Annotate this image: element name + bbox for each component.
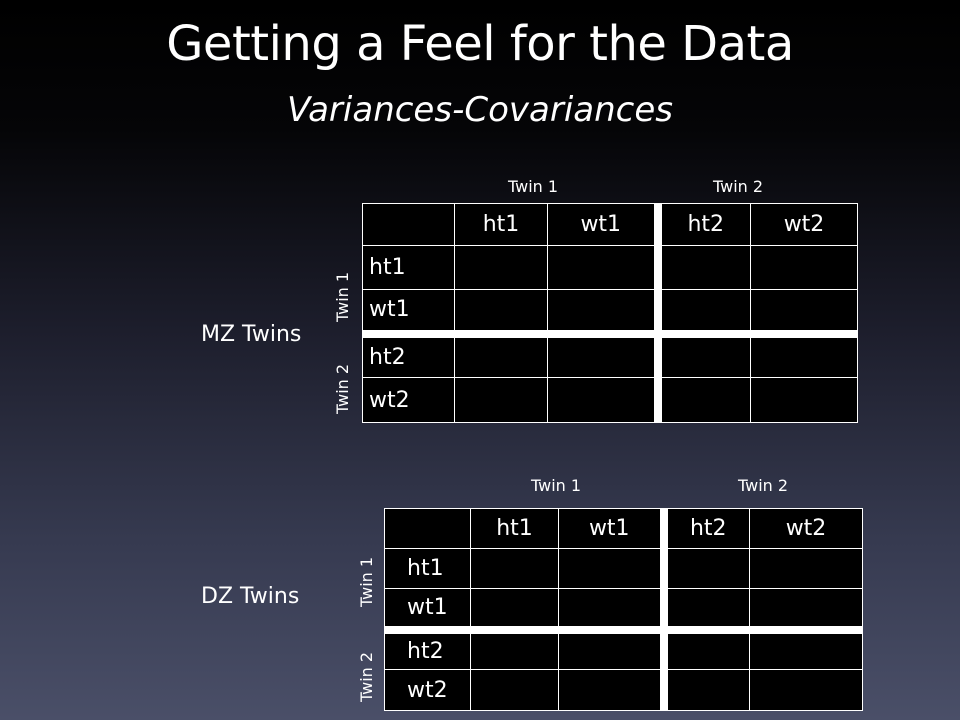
dz-col-group-twin1: Twin 1	[531, 476, 582, 495]
matrix-cell	[547, 333, 662, 378]
dz-twins-label: DZ Twins	[201, 584, 300, 609]
matrix-cell	[750, 377, 858, 423]
col-header-wt1: wt1	[558, 508, 668, 549]
matrix-cell	[547, 289, 662, 338]
col-header-ht2: ht2	[657, 203, 751, 246]
matrix-cell	[663, 629, 750, 670]
row-header-wt1: wt1	[362, 289, 455, 338]
matrix-cell	[663, 669, 750, 711]
matrix-cell	[558, 629, 668, 670]
matrix-cell	[663, 588, 750, 634]
matrix-cell	[663, 548, 750, 589]
matrix-cell	[657, 333, 751, 378]
row-header-wt2: wt2	[384, 669, 471, 711]
mz-twins-label: MZ Twins	[201, 322, 302, 347]
col-header-wt2: wt2	[750, 203, 858, 246]
matrix-cell	[749, 588, 863, 634]
corner-cell	[384, 508, 471, 549]
col-header-ht2: ht2	[663, 508, 750, 549]
col-header-wt1: wt1	[547, 203, 662, 246]
matrix-cell	[749, 629, 863, 670]
dz-covariance-matrix: ht1 wt1 ht2 wt2 ht1 wt1 ht2 wt2	[384, 508, 863, 711]
matrix-cell	[470, 629, 559, 670]
row-header-ht2: ht2	[384, 629, 471, 670]
matrix-cell	[470, 669, 559, 711]
matrix-cell	[454, 289, 548, 338]
row-header-wt2: wt2	[362, 377, 455, 423]
row-header-ht1: ht1	[362, 245, 455, 290]
matrix-cell	[750, 245, 858, 290]
mz-col-group-twin2: Twin 2	[713, 177, 764, 196]
mz-col-group-twin1: Twin 1	[508, 177, 559, 196]
corner-cell	[362, 203, 455, 246]
mz-covariance-matrix: ht1 wt1 ht2 wt2 ht1 wt1 ht2 wt2	[362, 203, 858, 423]
slide-title: Getting a Feel for the Data	[166, 16, 794, 72]
matrix-cell	[657, 377, 751, 423]
matrix-cell	[470, 588, 559, 634]
matrix-cell	[749, 669, 863, 711]
mz-row-group-twin2: Twin 2	[333, 363, 352, 414]
matrix-cell	[547, 245, 662, 290]
matrix-cell	[657, 245, 751, 290]
col-header-ht1: ht1	[470, 508, 559, 549]
matrix-cell	[454, 333, 548, 378]
matrix-cell	[454, 245, 548, 290]
matrix-cell	[558, 669, 668, 711]
matrix-cell	[558, 548, 668, 589]
slide-subtitle: Variances-Covariances	[287, 90, 673, 130]
row-header-ht1: ht1	[384, 548, 471, 589]
matrix-cell	[750, 333, 858, 378]
matrix-cell	[470, 548, 559, 589]
mz-row-group-twin1: Twin 1	[333, 271, 352, 322]
matrix-cell	[749, 548, 863, 589]
col-header-ht1: ht1	[454, 203, 548, 246]
row-header-ht2: ht2	[362, 333, 455, 378]
row-header-wt1: wt1	[384, 588, 471, 634]
matrix-cell	[547, 377, 662, 423]
matrix-cell	[454, 377, 548, 423]
matrix-cell	[750, 289, 858, 338]
col-header-wt2: wt2	[749, 508, 863, 549]
dz-row-group-twin1: Twin 1	[357, 556, 376, 607]
matrix-cell	[558, 588, 668, 634]
matrix-cell	[657, 289, 751, 338]
dz-col-group-twin2: Twin 2	[738, 476, 789, 495]
dz-row-group-twin2: Twin 2	[357, 651, 376, 702]
